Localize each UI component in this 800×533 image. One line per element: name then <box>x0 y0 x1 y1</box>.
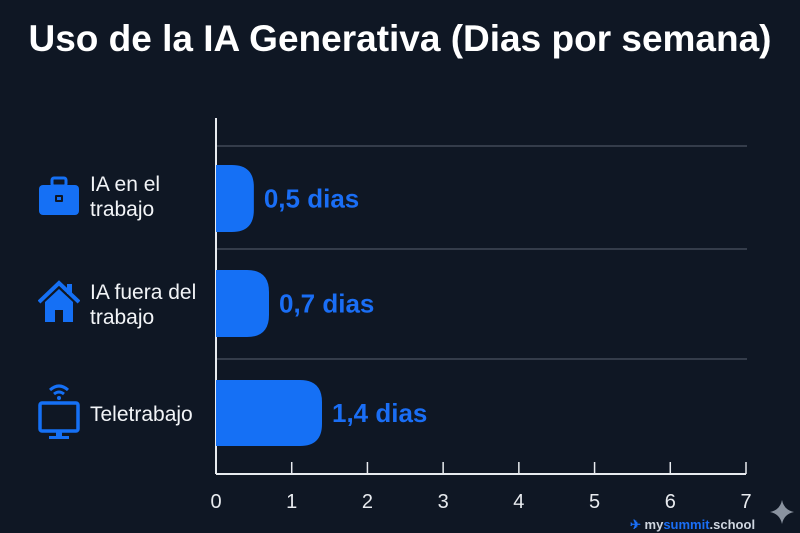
house-icon <box>38 280 80 322</box>
bar-0 <box>216 165 254 232</box>
bar-2 <box>216 380 322 446</box>
bar-1 <box>216 270 269 337</box>
data-label-1: 0,7 dias <box>279 289 374 319</box>
x-tick-label-3: 3 <box>438 491 449 513</box>
category-line: Teletrabajo <box>90 403 193 426</box>
logo-school: .school <box>709 517 756 532</box>
category-line: trabajo <box>90 198 155 221</box>
watermark-logo: ✈ mysummit.school <box>630 517 755 532</box>
x-tick-label-0: 0 <box>210 491 221 513</box>
data-label-2: 1,4 dias <box>332 398 427 428</box>
x-tick-label-2: 2 <box>362 491 373 513</box>
x-tick-label-5: 5 <box>589 491 600 513</box>
category-line: IA fuera del <box>90 281 197 304</box>
x-tick-label-7: 7 <box>740 491 751 513</box>
sparkle-icon <box>770 500 794 524</box>
category-line: trabajo <box>90 306 155 329</box>
category-label-2: Teletrabajo <box>90 402 193 427</box>
category-label-0: IA en el trabajo <box>90 172 160 222</box>
logo-my: my <box>644 517 664 532</box>
briefcase-icon <box>39 176 79 215</box>
x-tick-label-6: 6 <box>665 491 676 513</box>
monitor-wifi-icon <box>38 384 80 439</box>
logo-plane-icon: ✈ <box>630 517 645 532</box>
logo-summit: summit <box>663 517 710 532</box>
chart-title: Uso de la IA Generativa (Dias por semana… <box>28 18 772 59</box>
x-tick-label-4: 4 <box>513 491 524 513</box>
category-label-1: IA fuera del trabajo <box>90 280 196 330</box>
x-tick-label-1: 1 <box>286 491 297 513</box>
data-label-0: 0,5 dias <box>264 184 359 214</box>
category-line: IA en el <box>90 173 161 196</box>
